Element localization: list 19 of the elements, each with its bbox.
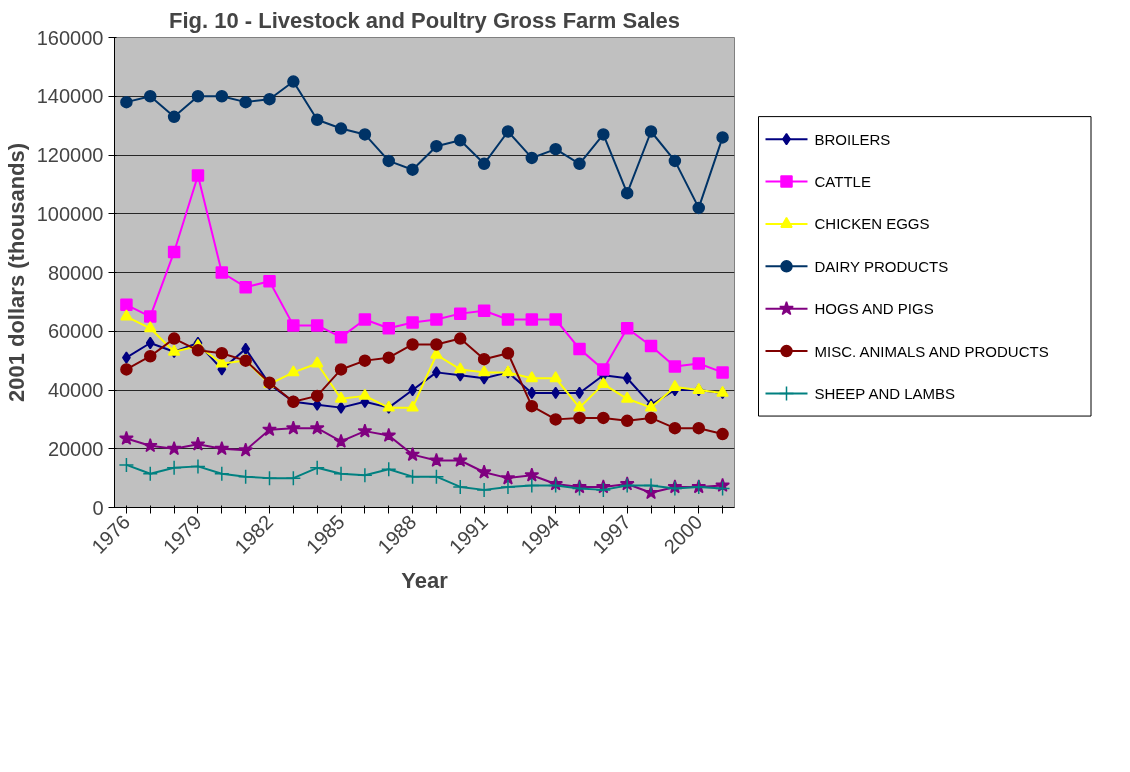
y-tick-label: 80000	[47, 261, 104, 284]
legend-label: CATTLE	[814, 173, 871, 191]
y-tick-label: 100000	[36, 202, 104, 225]
chart-title: Fig. 10 - Livestock and Poultry Gross Farm Sales	[168, 7, 681, 33]
legend-label: SHEEP AND LAMBS	[814, 384, 956, 402]
legend-label: DAIRY PRODUCTS	[814, 257, 949, 275]
legend-label: CHICKEN EGGS	[814, 215, 930, 233]
legend-label: BROILERS	[814, 130, 891, 148]
y-tick-label: 120000	[36, 144, 104, 166]
y-tick-label: 40000	[47, 379, 104, 401]
y-tick-label: 20000	[47, 437, 104, 460]
legend-label: HOGS AND PIGS	[814, 300, 934, 318]
y-axis-title: 2001 dollars (thousands)	[3, 142, 29, 403]
x-axis-title: Year	[401, 567, 449, 593]
legend-label: MISC. ANIMALS AND PRODUCTS	[814, 342, 1049, 360]
y-tick-label: 160000	[36, 26, 104, 49]
y-tick-label: 140000	[36, 85, 104, 108]
y-tick-label: 0	[92, 496, 104, 519]
y-tick-label: 60000	[47, 320, 104, 343]
